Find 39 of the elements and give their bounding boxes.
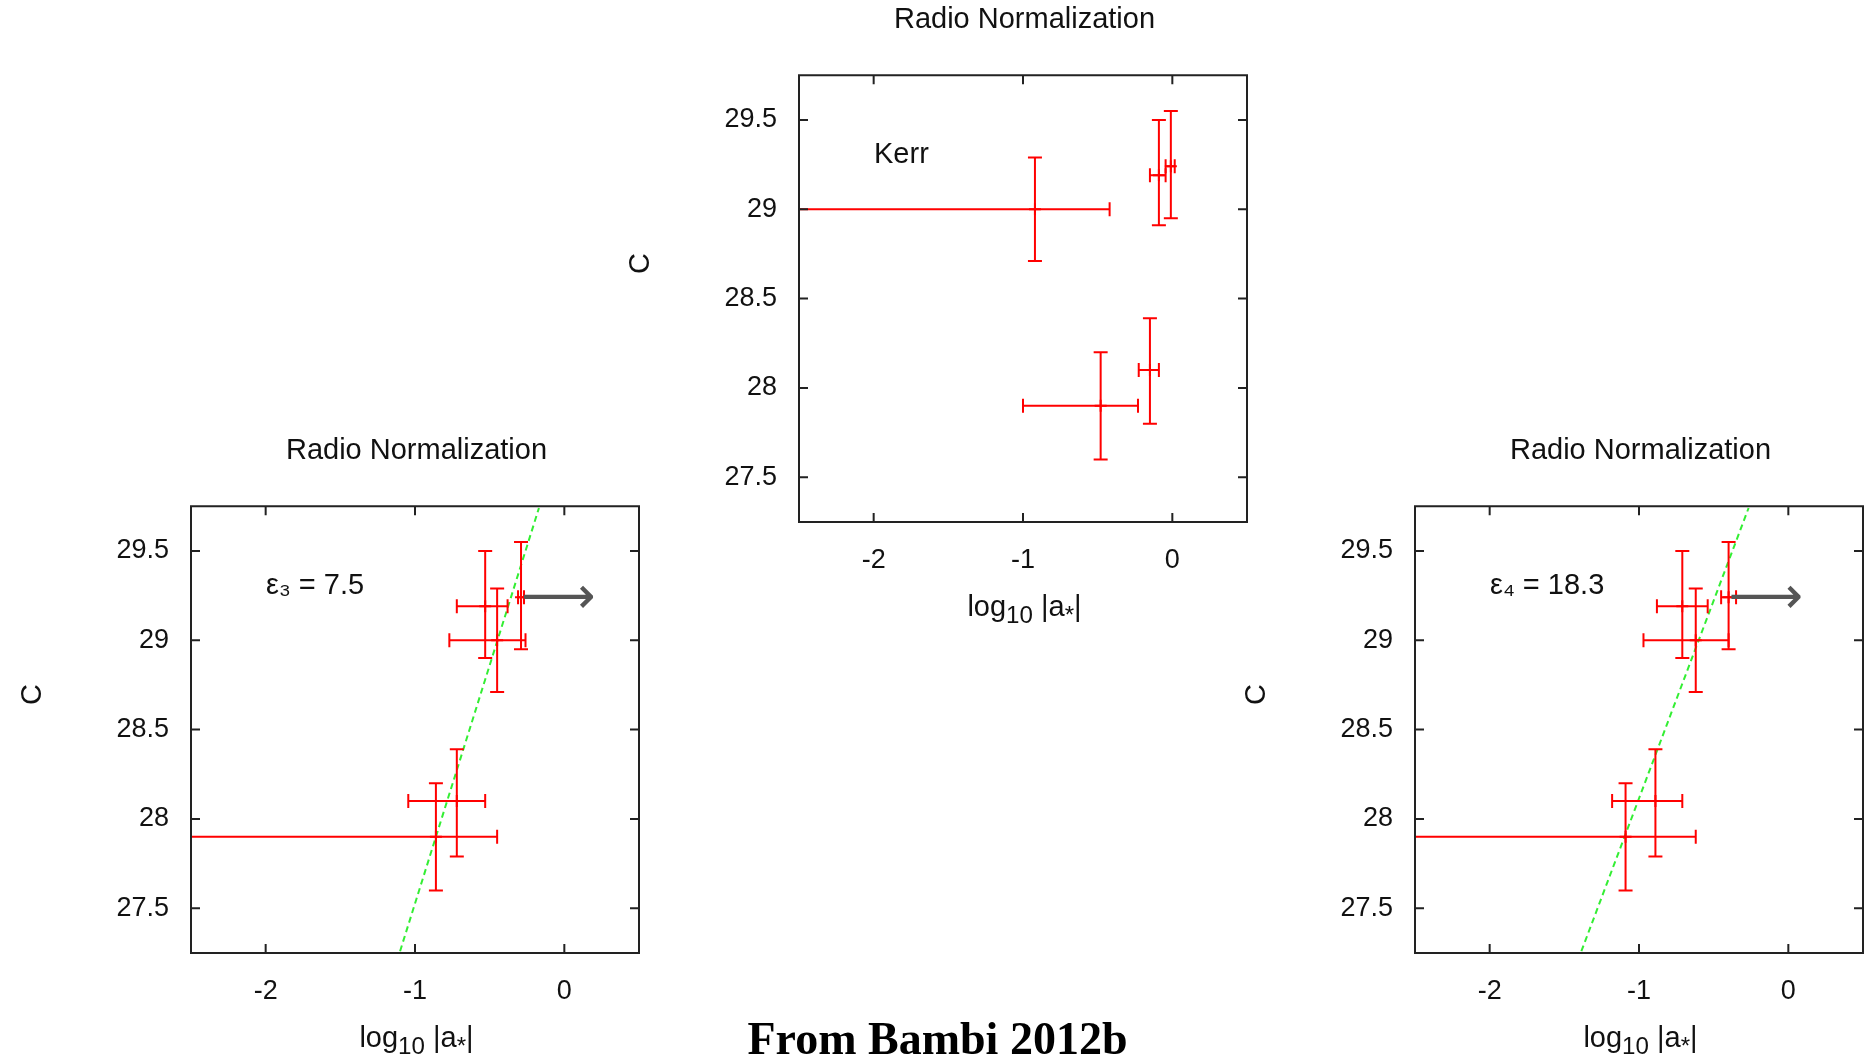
y-tick-label: 28.5 bbox=[116, 713, 169, 744]
y-tick-label: 28.5 bbox=[724, 282, 777, 313]
y-tick-label: 29.5 bbox=[1340, 534, 1393, 565]
chart-title: Radio Normalization bbox=[892, 2, 1157, 35]
text: From Bambi 2012b bbox=[747, 1013, 1128, 1061]
annotation: ε₄ = 18.3 bbox=[1490, 568, 1605, 601]
y-tick-label: 29 bbox=[1362, 623, 1393, 654]
x-tick-label: -2 bbox=[861, 543, 886, 574]
annotation: ε₃ = 7.5 bbox=[266, 568, 365, 601]
annotation: Kerr bbox=[874, 137, 930, 170]
x-tick-label: 0 bbox=[1164, 543, 1180, 574]
y-tick-label: 29.5 bbox=[116, 534, 169, 565]
y-tick-label: 29.5 bbox=[724, 103, 777, 134]
x-tick-label: -1 bbox=[1626, 974, 1652, 1005]
chart-title: Radio Normalization bbox=[284, 433, 549, 466]
x-tick-label: -1 bbox=[1010, 543, 1036, 574]
y-tick-label: 29 bbox=[746, 192, 777, 223]
y-tick-label: 27.5 bbox=[116, 891, 169, 922]
x-tick-label: -2 bbox=[1477, 974, 1502, 1005]
y-tick-label: 28 bbox=[746, 371, 777, 402]
x-tick-label: 0 bbox=[1780, 974, 1796, 1005]
x-axis-title: log$_{10}$ |a$_{*}$| bbox=[358, 1021, 475, 1060]
y-axis-title: C bbox=[622, 252, 656, 276]
annotation: ⟶ bbox=[1728, 564, 1804, 625]
y-tick-label: 29 bbox=[138, 623, 169, 654]
x-tick-label: 0 bbox=[556, 974, 572, 1005]
chart-title: Radio Normalization bbox=[1508, 433, 1773, 466]
y-tick-label: 27.5 bbox=[1340, 891, 1393, 922]
x-axis-title: log$_{10}$ |a$_{*}$| bbox=[966, 590, 1083, 629]
x-tick-label: -2 bbox=[253, 974, 278, 1005]
y-axis-title: C bbox=[1238, 683, 1272, 707]
y-tick-label: 27.5 bbox=[724, 460, 777, 491]
y-tick-label: 28 bbox=[1362, 802, 1393, 833]
y-axis-title: C bbox=[14, 683, 48, 707]
y-tick-label: 28 bbox=[138, 802, 169, 833]
x-axis-title: log$_{10}$ |a$_{*}$| bbox=[1582, 1021, 1699, 1060]
annotation: ⟶ bbox=[521, 564, 596, 625]
x-tick-label: -1 bbox=[402, 974, 428, 1005]
y-tick-label: 28.5 bbox=[1340, 713, 1393, 744]
